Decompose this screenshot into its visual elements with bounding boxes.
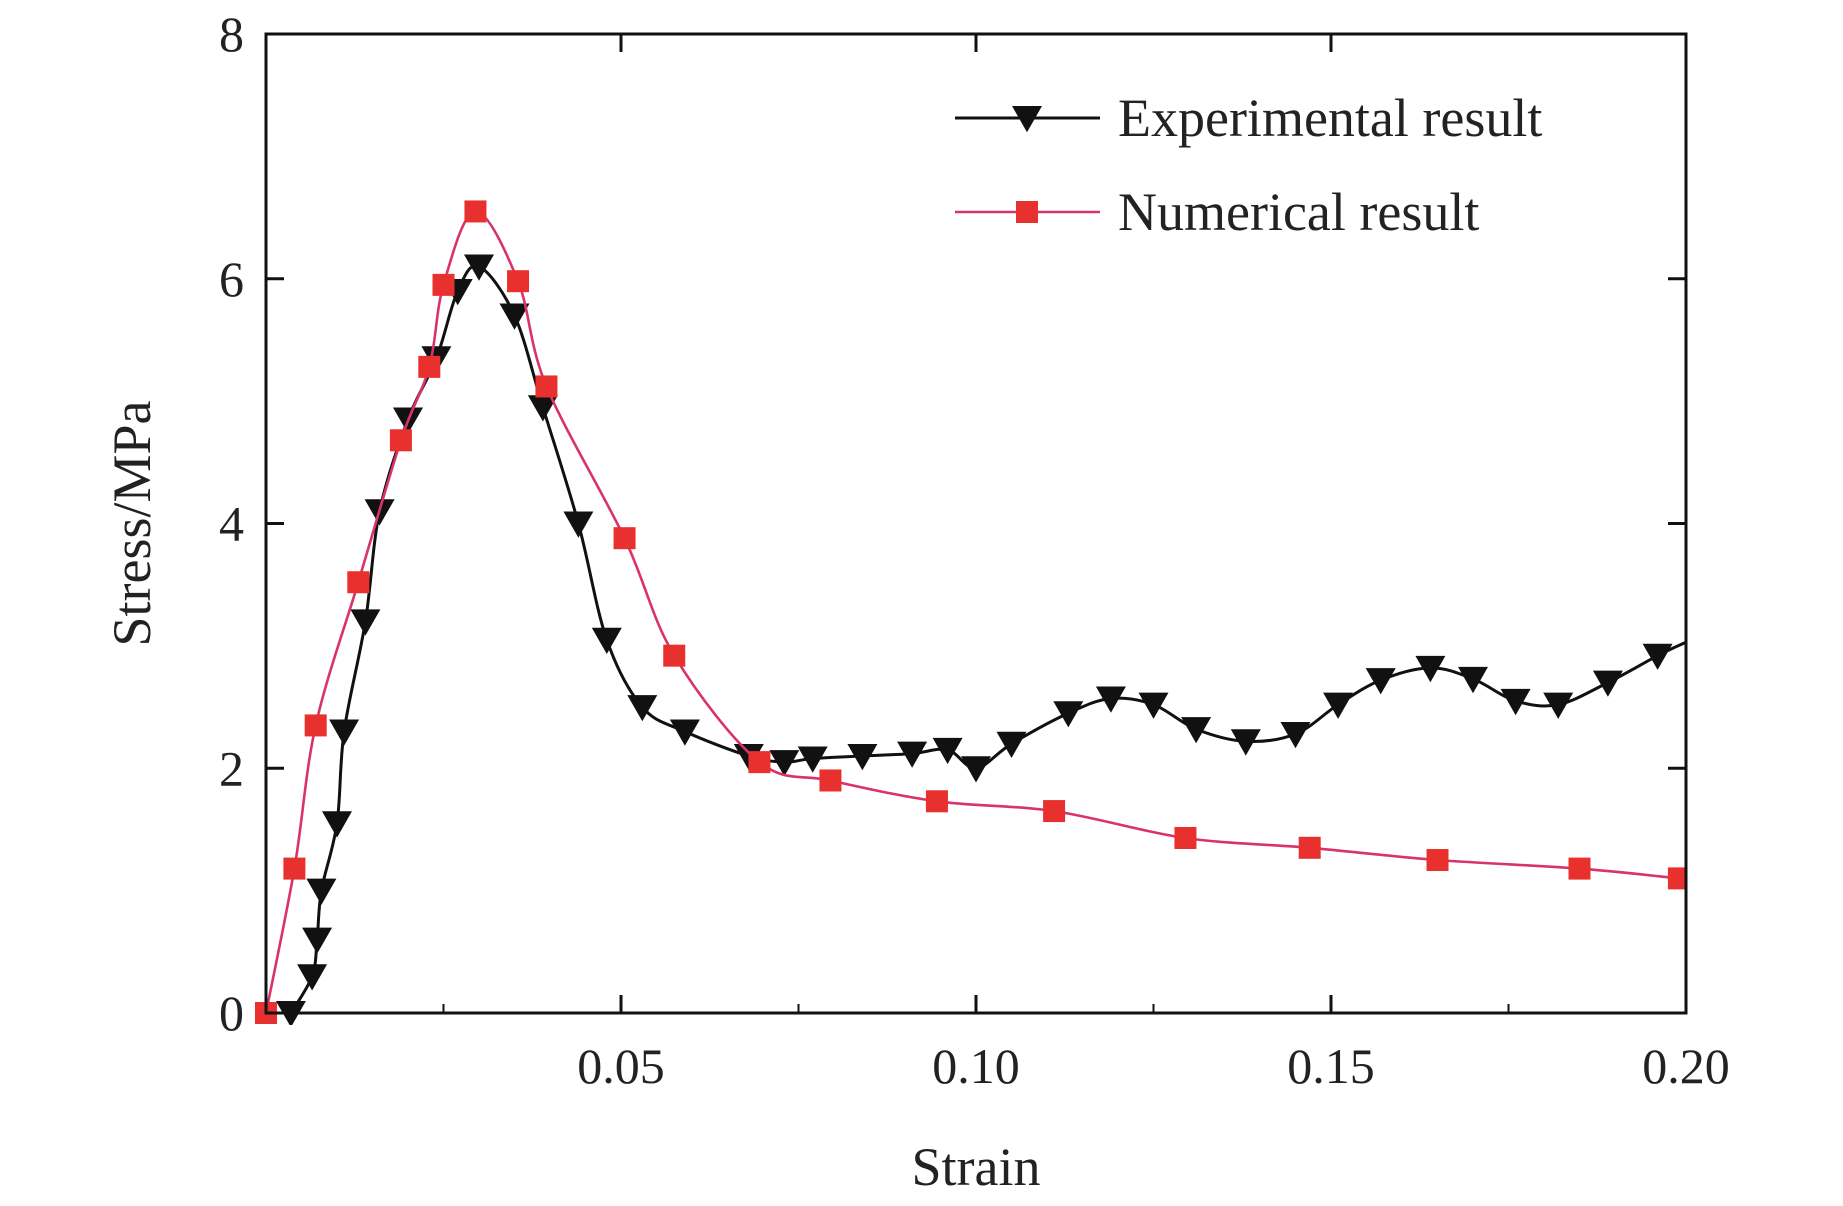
y-tick-label: 8 — [219, 6, 244, 62]
data-point — [1174, 827, 1197, 850]
legend-item-numerical: Numerical result — [955, 182, 1479, 242]
data-point — [1298, 836, 1321, 859]
data-point — [819, 769, 842, 792]
tick-layer: 0.05 0.10 0.15 0.20 0 2 4 6 8 — [219, 6, 1730, 1094]
data-point — [663, 644, 686, 667]
x-axis-label: Strain — [912, 1137, 1041, 1197]
data-point — [350, 609, 381, 636]
data-point — [1138, 692, 1169, 719]
x-tick-label: 0.10 — [932, 1038, 1020, 1094]
data-point — [389, 429, 412, 452]
series-layer — [255, 200, 1686, 1025]
data-point — [591, 627, 622, 654]
data-point — [748, 751, 771, 774]
data-point — [499, 303, 530, 330]
data-point — [897, 741, 928, 768]
data-point — [1053, 701, 1084, 728]
data-point — [306, 878, 337, 905]
y-tick-label: 6 — [219, 251, 244, 307]
series-experimental — [275, 254, 1686, 1025]
data-point — [1415, 655, 1446, 683]
data-point — [507, 270, 530, 293]
data-point — [527, 395, 558, 422]
y-tick-label: 4 — [219, 496, 244, 552]
data-point — [432, 273, 455, 296]
data-point — [925, 790, 948, 813]
data-point — [1543, 692, 1574, 719]
data-point — [961, 756, 991, 783]
legend-label-experimental: Experimental result — [1118, 88, 1542, 148]
legend-label-numerical: Numerical result — [1118, 182, 1479, 242]
x-tick-label: 0.05 — [577, 1038, 665, 1094]
data-point — [304, 714, 327, 737]
data-point — [996, 731, 1027, 758]
data-point — [302, 927, 333, 954]
legend-marker-experimental — [1012, 106, 1042, 133]
data-point — [669, 719, 700, 746]
data-point — [627, 695, 658, 722]
legend: Experimental result Numerical result — [955, 88, 1542, 242]
series-numerical — [255, 200, 1686, 1024]
data-point — [932, 737, 963, 765]
data-point — [1043, 800, 1066, 823]
x-tick-label: 0.15 — [1287, 1038, 1375, 1094]
data-point — [1500, 688, 1531, 716]
data-point — [1365, 668, 1396, 695]
data-point — [847, 744, 878, 771]
data-point — [1230, 729, 1261, 756]
y-axis-label: Stress/MPa — [102, 400, 162, 646]
data-point — [1458, 666, 1488, 694]
y-tick-label: 2 — [219, 740, 244, 796]
data-point — [1181, 717, 1212, 744]
data-point — [1568, 857, 1591, 880]
legend-marker-numerical — [1016, 201, 1038, 223]
data-point — [297, 964, 328, 991]
data-point — [613, 527, 636, 550]
x-tick-label: 0.20 — [1642, 1038, 1730, 1094]
data-point — [1323, 692, 1354, 719]
data-point — [535, 375, 558, 398]
data-point — [322, 811, 352, 838]
data-point — [797, 746, 828, 773]
data-point — [464, 254, 494, 281]
y-tick-label: 0 — [219, 985, 244, 1041]
data-point — [464, 200, 487, 223]
data-point — [329, 719, 360, 746]
data-point — [769, 750, 800, 777]
data-point — [1667, 867, 1686, 890]
data-point — [563, 511, 594, 538]
data-point — [1642, 643, 1673, 670]
legend-item-experimental: Experimental result — [955, 88, 1542, 148]
data-point — [1592, 670, 1623, 697]
data-point — [418, 355, 441, 378]
data-point — [1426, 849, 1449, 872]
data-point — [1095, 686, 1126, 713]
data-point — [347, 571, 370, 594]
data-point — [1280, 722, 1311, 749]
data-point — [283, 857, 306, 880]
